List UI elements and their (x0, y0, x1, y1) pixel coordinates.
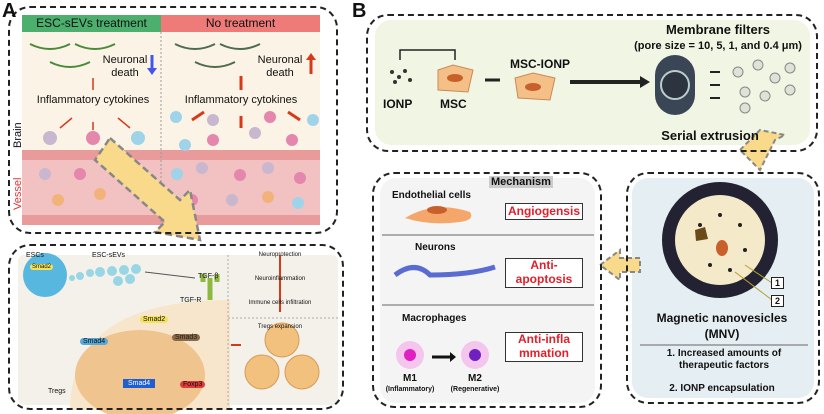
m2-sublabel: (Regenerative) (450, 386, 500, 393)
pore-size-label: (pore size = 10, 5, 1, and 0.4 μm) (634, 40, 802, 52)
neuronal-death-left: Neuronal death (102, 54, 148, 79)
m1-sublabel: (Inflammatory) (385, 386, 435, 393)
smad4: Smad4 (80, 338, 109, 345)
serial-extrusion-label: Serial extrusion (661, 128, 759, 143)
tregs-expansion-label: Tregs expansion (257, 324, 303, 330)
panel-b-label: B (352, 0, 367, 22)
mechanism-box (372, 172, 602, 408)
vessel-label: Vessel (12, 177, 24, 210)
cytokines-left: Inflammatory cytokines (36, 94, 150, 106)
esc-sevs-label: ESC-sEVs (92, 252, 126, 259)
tgf-beta-label: TGF-β (198, 273, 219, 280)
escs-label: ESCs (26, 252, 44, 259)
anti-inflammation-box: Anti-inflammation (505, 332, 583, 362)
m1-label: M1 (403, 373, 417, 384)
smad2: Smad2 (140, 316, 169, 323)
ionp-label: IONP (383, 97, 413, 111)
escs-smad2: Smad2 (30, 264, 54, 270)
brain-label: Brain (12, 122, 24, 148)
mnv-abbr: (MNV) (704, 327, 740, 341)
marker-2: 2 (771, 295, 785, 307)
immune-infiltration-label: Immune cells infiltration (248, 300, 312, 306)
panel-a-top-box (8, 6, 338, 234)
endothelial-label: Endothelial cells (392, 190, 471, 201)
neurons (29, 43, 261, 68)
mnv-point-2: 2. IONP encapsulation (669, 383, 775, 394)
tgf-r-label: TGF-R (180, 297, 202, 304)
smad3: Smad3 (172, 334, 201, 341)
msc-label: MSC (440, 97, 467, 111)
neurons-label: Neurons (415, 242, 456, 253)
marker-1: 1 (771, 277, 785, 289)
cytokines-right: Inflammatory cytokines (184, 94, 298, 106)
msc-ionp-label: MSC-IONP (510, 57, 570, 71)
tregs-label: Tregs (48, 388, 66, 395)
mnv-point-1: 1. Increased amounts of therapeutic fact… (666, 348, 782, 371)
neuroprotection-label: Neuroprotection (258, 252, 302, 258)
header-esc-sevs-treatment: ESC-sEVs treatment (22, 15, 161, 32)
neuronal-death-right: Neuronal death (257, 54, 303, 79)
panel-b-production-box (366, 14, 818, 152)
smad4-complex: Smad4 (123, 379, 156, 388)
mnv-title: Magnetic nanovesicles (656, 311, 788, 325)
angiogenesis-box: Angiogensis (505, 203, 583, 220)
mechanism-title: Mechanism (489, 176, 553, 188)
header-no-treatment: No treatment (161, 15, 320, 32)
anti-apoptosis-box: Anti-apoptosis (505, 258, 583, 288)
m2-label: M2 (468, 373, 482, 384)
foxp3: Foxp3 (180, 381, 206, 388)
neuroinflammation-label: Neuroinflammation (254, 276, 306, 282)
macrophages-label: Macrophages (402, 313, 467, 324)
membrane-filters-label: Membrane filters (665, 22, 771, 37)
cells (39, 111, 319, 209)
panel-a-mechanism-box (8, 244, 344, 410)
mnv-box (626, 172, 820, 404)
panel-a-label: A (2, 0, 17, 22)
